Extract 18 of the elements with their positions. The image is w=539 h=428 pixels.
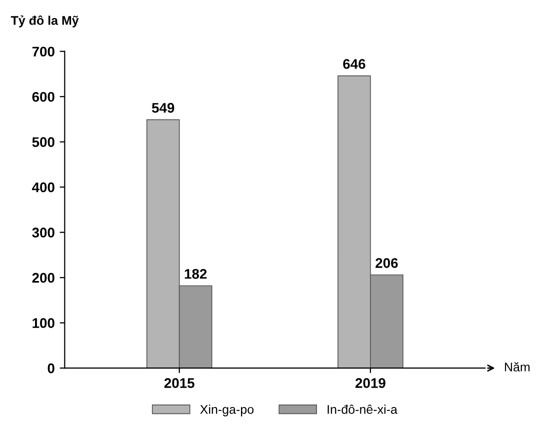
data-label: 646	[343, 59, 366, 69]
y-tick-label: 500	[32, 137, 54, 148]
y-tick-label: 700	[32, 46, 54, 57]
y-tick-label: 300	[32, 228, 54, 238]
data-label: 549	[152, 102, 174, 113]
y-tick-label: 200	[32, 272, 54, 283]
x-tick-label: 2019	[355, 378, 386, 388]
legend-label: In-đô-nê-xi-a	[328, 404, 398, 414]
y-axis-title: Tỷ đô la Mỹ	[10, 15, 79, 28]
y-tick-label: 600	[32, 92, 54, 102]
x-axis-title: Năm	[504, 362, 530, 372]
y-tick-label: 400	[32, 182, 54, 192]
legend-label: Xin-ga-po	[200, 404, 254, 416]
y-tick-label: 100	[32, 318, 54, 328]
y-tick-label: 0	[48, 363, 54, 374]
data-label: 206	[376, 258, 398, 268]
data-label: 182	[184, 268, 207, 279]
x-tick-label: 2015	[164, 378, 194, 388]
